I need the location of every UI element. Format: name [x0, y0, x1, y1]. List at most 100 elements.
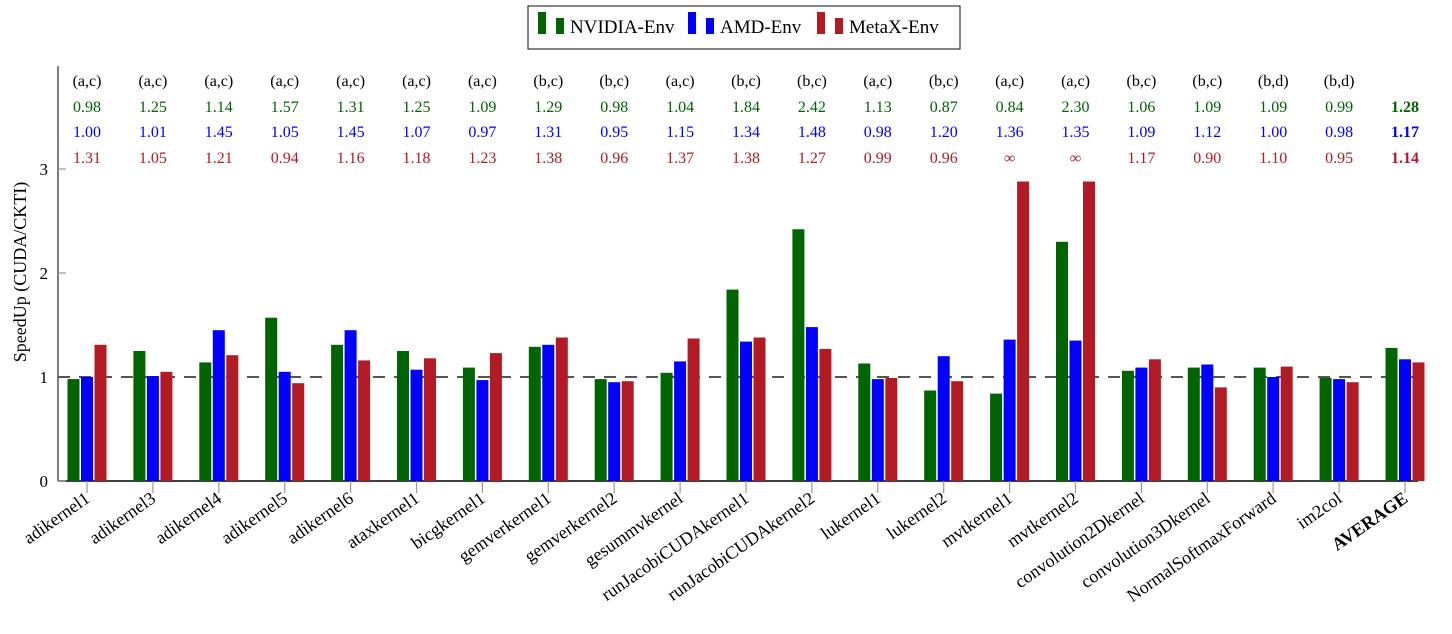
bar-nvidia-env-gesummvkernel — [660, 372, 673, 481]
value-label-nvidia-env: 1.14 — [205, 99, 233, 116]
value-label-amd-env: 1.01 — [139, 124, 167, 141]
value-label-amd-env: 1.36 — [996, 124, 1024, 141]
value-label-amd-env: 1.00 — [1259, 124, 1287, 141]
bar-amd-env-ataxkernel1 — [410, 369, 423, 481]
x-tick-label: lukernel1 — [817, 488, 884, 543]
category-tag: (a,c) — [336, 73, 365, 90]
value-label-nvidia-env: 1.13 — [864, 99, 892, 116]
bar-metax-env-normalsoftmaxforward — [1280, 366, 1293, 481]
x-tick-label: adikernel4 — [151, 488, 225, 548]
bar-nvidia-env-convolution3dkernel — [1187, 367, 1200, 481]
value-label-amd-env: 1.12 — [1193, 124, 1221, 141]
bar-amd-env-runjacobicudakernel2 — [805, 327, 818, 481]
value-label-nvidia-env: 1.84 — [732, 99, 760, 116]
value-label-nvidia-env: 1.06 — [1127, 99, 1155, 116]
x-tick-label: adikernel1 — [20, 488, 94, 548]
bar-metax-env-runjacobicudakernel1 — [753, 337, 766, 481]
value-label-amd-env: 1.05 — [271, 124, 299, 141]
x-tick-label: mvtkernel1 — [937, 488, 1016, 551]
value-label-metax-env: 1.38 — [534, 150, 562, 167]
value-label-nvidia-env: 1.31 — [337, 99, 365, 116]
category-tag: (b,c) — [797, 73, 827, 90]
value-label-amd-env: 1.31 — [534, 124, 562, 141]
value-label-nvidia-env: 2.30 — [1062, 99, 1090, 116]
bar-amd-env-adikernel6 — [344, 330, 357, 481]
bar-amd-env-convolution3dkernel — [1201, 364, 1214, 481]
bar-nvidia-env-lukernel1 — [858, 363, 871, 481]
legend-label-amd-env: AMD-Env — [720, 17, 802, 38]
bar-amd-env-gesummvkernel — [674, 361, 687, 481]
value-label-metax-env: 1.17 — [1127, 150, 1155, 167]
value-label-amd-env: 1.09 — [1127, 124, 1155, 141]
bar-metax-env-adikernel3 — [160, 371, 173, 481]
y-axis-label: SpeedUp (CUDA/CKTI) — [10, 182, 31, 362]
value-label-amd-env: 1.34 — [732, 124, 760, 141]
value-label-amd-env: 0.98 — [1325, 124, 1353, 141]
bar-metax-env-adikernel4 — [226, 355, 239, 481]
bar-metax-env-average — [1412, 362, 1425, 481]
value-label-metax-env: 0.96 — [930, 150, 958, 167]
x-tick-label: adikernel3 — [85, 488, 159, 548]
y-tick-label: 3 — [40, 160, 49, 179]
value-label-nvidia-env: 0.87 — [930, 99, 958, 116]
bar-metax-env-gesummvkernel — [687, 338, 700, 481]
legend-swatch-amd-env — [706, 18, 714, 34]
value-label-metax-env: 0.90 — [1193, 150, 1221, 167]
value-label-nvidia-env: 1.09 — [1193, 99, 1221, 116]
value-label-metax-env: ∞ — [1004, 150, 1015, 167]
bars — [67, 181, 1425, 481]
bar-nvidia-env-mvtkernel2 — [1056, 241, 1068, 481]
legend-swatch-metax-env — [835, 18, 843, 34]
bar-metax-env-mvtkernel2 — [1083, 181, 1095, 481]
bar-nvidia-env-adikernel3 — [133, 351, 146, 481]
x-tick-label: adikernel5 — [217, 488, 291, 548]
value-label-metax-env: 1.27 — [798, 150, 826, 167]
bar-amd-env-adikernel5 — [278, 371, 291, 481]
category-tag: (a,c) — [402, 73, 431, 90]
value-label-nvidia-env: 0.99 — [1325, 99, 1353, 116]
legend-swatch-amd-env — [688, 12, 696, 34]
bar-amd-env-bicgkernel1 — [476, 380, 489, 481]
category-tag: (b,c) — [731, 73, 761, 90]
bar-metax-env-gemverkernel2 — [621, 381, 634, 481]
value-label-metax-env: 0.94 — [271, 150, 299, 167]
bar-nvidia-env-im2col — [1319, 378, 1332, 481]
bar-metax-env-convolution2dkernel — [1148, 359, 1161, 481]
category-tag: (a,c) — [73, 73, 102, 90]
bar-nvidia-env-mvtkernel1 — [990, 393, 1003, 481]
value-label-amd-env: 1.20 — [930, 124, 958, 141]
value-label-amd-env: 1.07 — [403, 124, 431, 141]
legend-swatch-nvidia-env — [538, 12, 546, 34]
category-tag: (a,c) — [138, 73, 167, 90]
bar-nvidia-env-normalsoftmaxforward — [1253, 367, 1266, 481]
value-label-amd-env: 1.35 — [1062, 124, 1090, 141]
value-label-amd-env: 1.48 — [798, 124, 826, 141]
bar-amd-env-adikernel4 — [212, 330, 225, 481]
bar-amd-env-lukernel1 — [871, 379, 884, 481]
bar-nvidia-env-ataxkernel1 — [397, 351, 409, 481]
value-label-nvidia-env: 1.09 — [1259, 99, 1287, 116]
bar-metax-env-adikernel6 — [358, 360, 371, 481]
bar-amd-env-mvtkernel2 — [1069, 340, 1082, 481]
value-label-metax-env: 0.99 — [864, 150, 892, 167]
bar-metax-env-lukernel2 — [951, 381, 964, 481]
value-label-metax-env: 1.38 — [732, 150, 760, 167]
bar-nvidia-env-bicgkernel1 — [462, 367, 475, 481]
value-label-metax-env: 1.23 — [468, 150, 496, 167]
legend-swatch-metax-env — [817, 12, 825, 34]
value-label-amd-env: 1.45 — [337, 124, 365, 141]
bar-nvidia-env-runjacobicudakernel1 — [726, 289, 739, 481]
legend-label-nvidia-env: NVIDIA-Env — [570, 17, 675, 38]
bar-metax-env-lukernel1 — [885, 378, 898, 481]
bar-amd-env-average — [1399, 359, 1411, 481]
category-tag: (b,c) — [1192, 73, 1222, 90]
value-label-nvidia-env: 2.42 — [798, 99, 826, 116]
value-label-metax-env: 1.21 — [205, 150, 233, 167]
x-ticks: adikernel1adikernel3adikernel4adikernel5… — [20, 481, 1411, 606]
bar-metax-env-bicgkernel1 — [489, 353, 502, 481]
y-tick-label: 1 — [40, 368, 49, 387]
value-label-metax-env: 0.96 — [600, 150, 628, 167]
legend-swatch-nvidia-env — [556, 18, 564, 34]
legend-box — [527, 5, 961, 50]
value-label-nvidia-env: 1.25 — [403, 99, 431, 116]
